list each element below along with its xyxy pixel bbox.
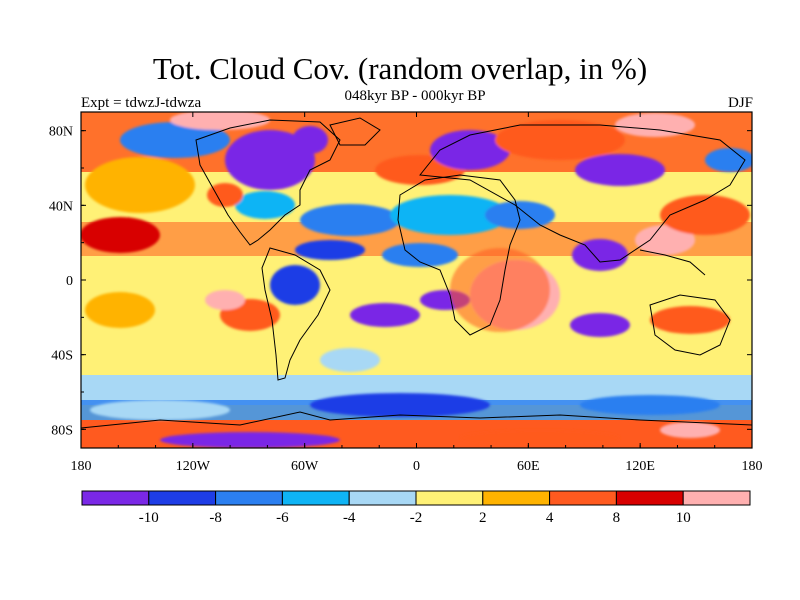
- south-china-pink: [635, 225, 695, 255]
- colorbar-label: -4: [343, 510, 356, 526]
- us-blue: [235, 191, 295, 219]
- west-us-red: [207, 183, 243, 207]
- india-purple: [572, 239, 628, 271]
- south-atlantic-purple: [350, 303, 420, 327]
- lon-tick-label: 180: [742, 459, 763, 474]
- lon-tick-label: 180: [71, 459, 92, 474]
- east-pacific-pink: [205, 290, 245, 310]
- eurasia-outline: [419, 124, 746, 263]
- north-west-pacific-blue: [705, 148, 752, 172]
- colorbar-swatch: [148, 490, 217, 506]
- lon-tick-label: 120W: [176, 459, 211, 474]
- antarctic-pink: [660, 422, 720, 438]
- colorbar-swatch: [549, 490, 617, 506]
- africa-outline: [397, 174, 521, 336]
- lat-tick-label: 80N: [49, 125, 73, 140]
- colorbar-label: -6: [276, 510, 289, 526]
- colorbar: -10 -8 -6 -4 -2 2 4 8 10: [81, 490, 751, 526]
- latitude-axis: 80N 40N 0 40S 80S: [49, 125, 752, 438]
- colorbar-label: 8: [613, 510, 621, 526]
- south-america-outline: [261, 247, 331, 381]
- north-america-outline: [195, 119, 341, 246]
- colorbar-swatch: [348, 490, 417, 506]
- australia-red: [650, 306, 730, 334]
- indian-ocean-purple: [570, 313, 630, 337]
- canada-purple: [225, 130, 315, 190]
- antarctica-outline: [81, 411, 752, 429]
- coastlines: [81, 117, 752, 429]
- colorbar-label: -8: [209, 510, 222, 526]
- colorbar-swatch: [281, 490, 350, 506]
- atlantic-dark-blue: [295, 240, 365, 260]
- sahara-blue: [390, 195, 510, 235]
- lon-tick-label: 120E: [625, 459, 655, 474]
- colorbar-swatch: [682, 490, 751, 506]
- australia-outline: [649, 294, 731, 356]
- africa-red-halo: [450, 248, 550, 332]
- south-atlantic-light: [320, 348, 380, 372]
- arctic-pink-east: [615, 113, 695, 137]
- lat-tick-label: 0: [66, 274, 73, 289]
- colorbar-label: 2: [479, 510, 487, 526]
- lat-tick-label: 40N: [49, 199, 73, 214]
- scandinavia-purple: [430, 130, 510, 170]
- amazon-blue: [270, 265, 320, 305]
- colorbar-label: -2: [410, 510, 423, 526]
- anomaly-field: [81, 112, 752, 448]
- longitude-axis: 180 120W 60W 0 60E 120E 180: [71, 112, 763, 474]
- north-pacific-orange: [85, 157, 195, 213]
- map-title: Tot. Cloud Cov. (random overlap, in %): [152, 51, 648, 86]
- colorbar-label: 10: [676, 510, 691, 526]
- lon-tick-label: 60E: [517, 459, 540, 474]
- colorbar-swatch: [415, 490, 484, 506]
- colorbar-swatch: [81, 490, 150, 506]
- lon-tick-label: 0: [413, 459, 420, 474]
- colorbar-label: 4: [546, 510, 554, 526]
- season-label: DJF: [727, 95, 753, 111]
- antarctic-red: [460, 430, 620, 446]
- north-atlantic-blue: [300, 204, 400, 236]
- hudson-purple: [292, 126, 328, 154]
- lon-tick-label: 60W: [291, 459, 319, 474]
- southern-pacific-light: [90, 400, 230, 420]
- greenland-outline: [329, 117, 381, 146]
- colorbar-swatch: [215, 490, 283, 506]
- south-pacific-orange: [85, 292, 155, 328]
- colorbar-swatch: [615, 490, 684, 506]
- southern-indian-blue: [580, 395, 720, 415]
- colorbar-swatch: [482, 490, 551, 506]
- arabia-blue: [485, 201, 555, 229]
- arctic-pink-west: [170, 112, 270, 130]
- alaska-blue: [120, 122, 230, 158]
- lat-tick-label: 40S: [51, 349, 73, 364]
- west-pacific-red: [660, 195, 750, 235]
- east-siberia-purple: [575, 154, 665, 186]
- map-subtitle: 048kyr BP - 000kyr BP: [344, 88, 486, 104]
- west-africa-blue: [382, 243, 458, 267]
- indonesia-outline: [639, 249, 706, 276]
- experiment-label: Expt = tdwzJ-tdwza: [81, 95, 202, 111]
- siberia-red: [495, 120, 625, 160]
- southern-ocean-dark: [310, 393, 490, 417]
- antarctic-purple: [160, 432, 340, 448]
- colorbar-label: -10: [139, 510, 159, 526]
- lat-tick-label: 80S: [51, 423, 73, 438]
- north-pacific-red: [81, 217, 160, 253]
